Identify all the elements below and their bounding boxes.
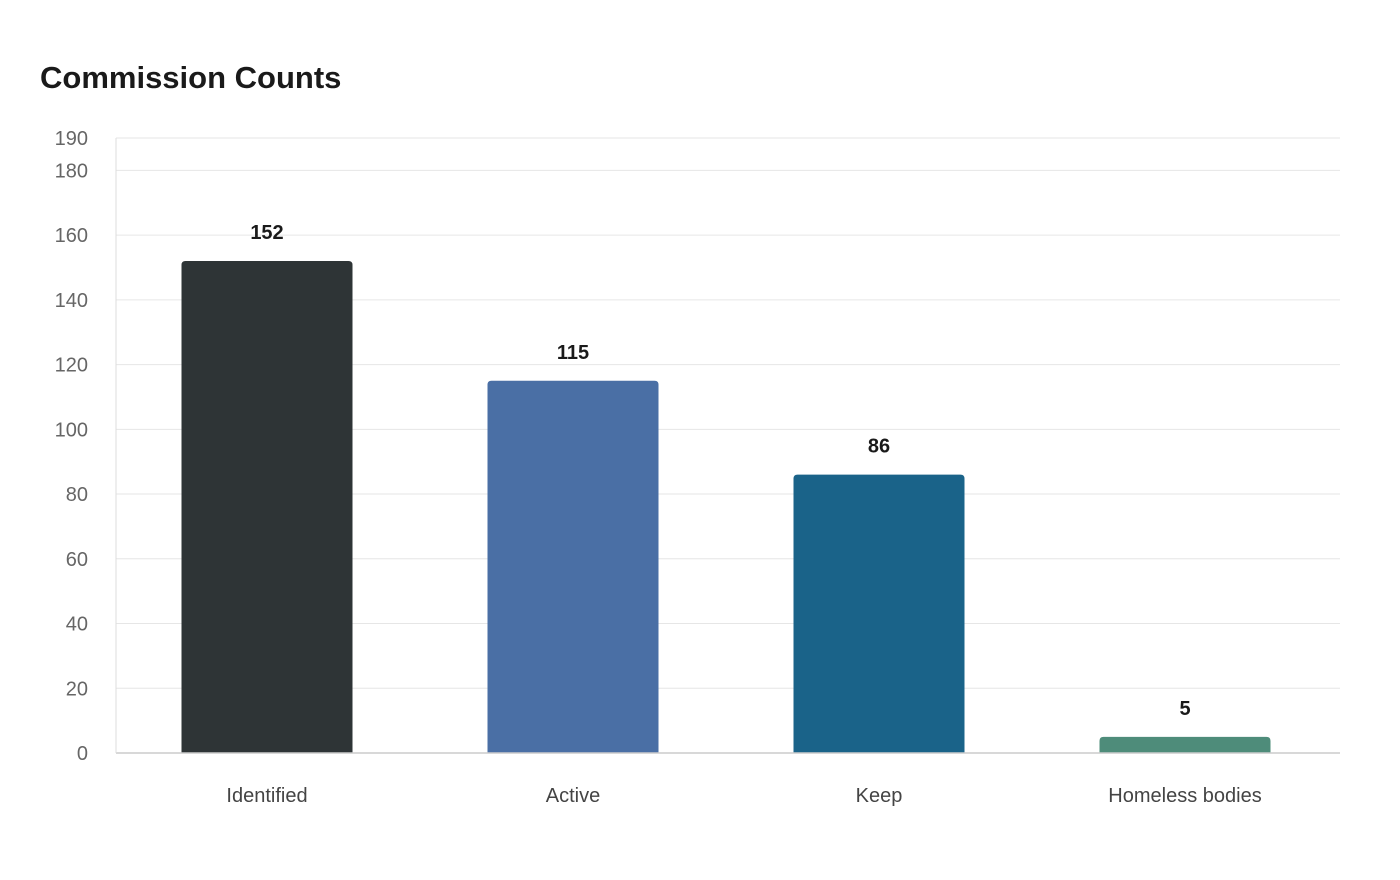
- y-tick-label: 160: [55, 225, 88, 247]
- x-category-label: Identified: [226, 785, 307, 807]
- value-label: 152: [250, 222, 283, 244]
- y-tick-label: 40: [66, 614, 88, 636]
- y-tick-label: 120: [55, 355, 88, 377]
- chart-title: Commission Counts: [40, 60, 342, 95]
- x-category-label: Homeless bodies: [1108, 785, 1261, 807]
- bar-keep: [793, 474, 965, 753]
- y-axis-ticks: 0 20 40 60 80 100 120 140 160 180 190: [55, 128, 88, 765]
- bar-active: [487, 380, 659, 753]
- value-label: 5: [1179, 698, 1190, 720]
- x-category-label: Active: [546, 785, 600, 807]
- y-tick-label: 0: [77, 743, 88, 765]
- y-tick-label: 100: [55, 419, 88, 441]
- value-label: 115: [557, 342, 589, 364]
- bar-homeless-bodies: [1099, 736, 1271, 753]
- bars: [181, 261, 1271, 753]
- y-tick-label: 140: [55, 290, 88, 312]
- y-tick-label: 80: [66, 484, 88, 506]
- value-labels: 152 115 86 5: [250, 222, 1190, 720]
- y-tick-label: 20: [66, 678, 88, 700]
- x-axis-categories: Identified Active Keep Homeless bodies: [226, 785, 1261, 807]
- bar-identified: [181, 261, 353, 753]
- value-label: 86: [868, 436, 890, 458]
- y-tick-label: 180: [55, 160, 88, 182]
- x-category-label: Keep: [856, 785, 903, 807]
- y-tick-label: 60: [66, 549, 88, 571]
- y-tick-label: 190: [55, 128, 88, 150]
